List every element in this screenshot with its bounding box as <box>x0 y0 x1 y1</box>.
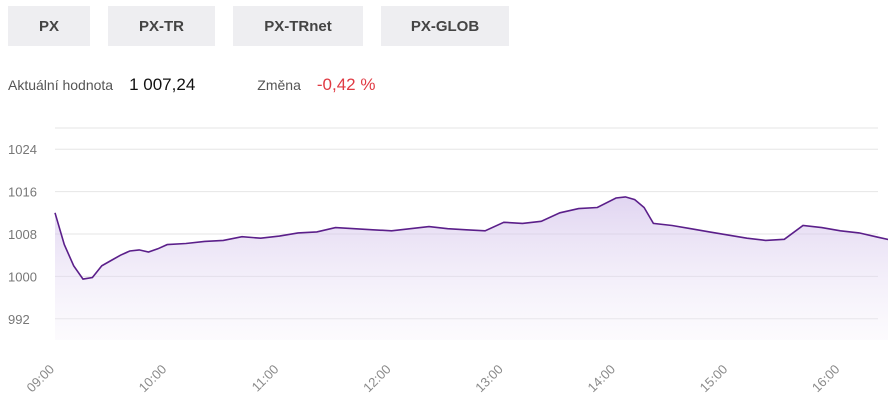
tab-px-tr[interactable]: PX-TR <box>108 6 215 46</box>
y-tick-label: 1008 <box>8 227 37 242</box>
series-line <box>54 196 888 280</box>
y-tick-label: 992 <box>8 312 30 327</box>
x-tick-label: 09:00 <box>24 362 58 396</box>
y-tick-label: 1024 <box>8 142 37 157</box>
current-value: 1 007,24 <box>129 75 196 94</box>
tab-px-glob[interactable]: PX-GLOB <box>381 6 509 46</box>
x-tick-label: 13:00 <box>472 362 506 396</box>
x-tick-label: 10:00 <box>136 362 170 396</box>
current-value-label: Aktuální hodnota <box>8 77 114 93</box>
x-tick-label: 11:00 <box>249 362 282 395</box>
tab-px[interactable]: PX <box>8 6 90 46</box>
x-tick-label: 15:00 <box>697 362 731 396</box>
tab-px-trnet[interactable]: PX-TRnet <box>233 6 363 46</box>
tab-px-trnet-label: PX-TRnet <box>264 17 332 35</box>
x-tick-label: 12:00 <box>360 362 394 396</box>
index-chart: 992 1000 1008 1016 1024 09:00 10:00 11:00 12:00 1… <box>8 127 888 396</box>
tab-px-glob-label: PX-GLOB <box>410 17 480 35</box>
series-area <box>55 196 888 340</box>
change-value: -0,42 % <box>316 75 376 94</box>
y-tick-label: 1016 <box>8 185 37 200</box>
index-metrics: Aktuální hodnota 1 007,24 Změna -0,42 % <box>8 75 375 95</box>
y-tick-label: 1000 <box>8 269 37 284</box>
change-label: Změna <box>257 77 301 93</box>
tab-px-tr-label: PX-TR <box>139 17 184 35</box>
tab-px-label: PX <box>38 17 59 35</box>
index-tabs: PX PX-TR PX-TRnet PX-GLOB <box>8 6 509 46</box>
x-tick-label: 16:00 <box>809 362 843 396</box>
x-tick-label: 14:00 <box>585 362 619 396</box>
